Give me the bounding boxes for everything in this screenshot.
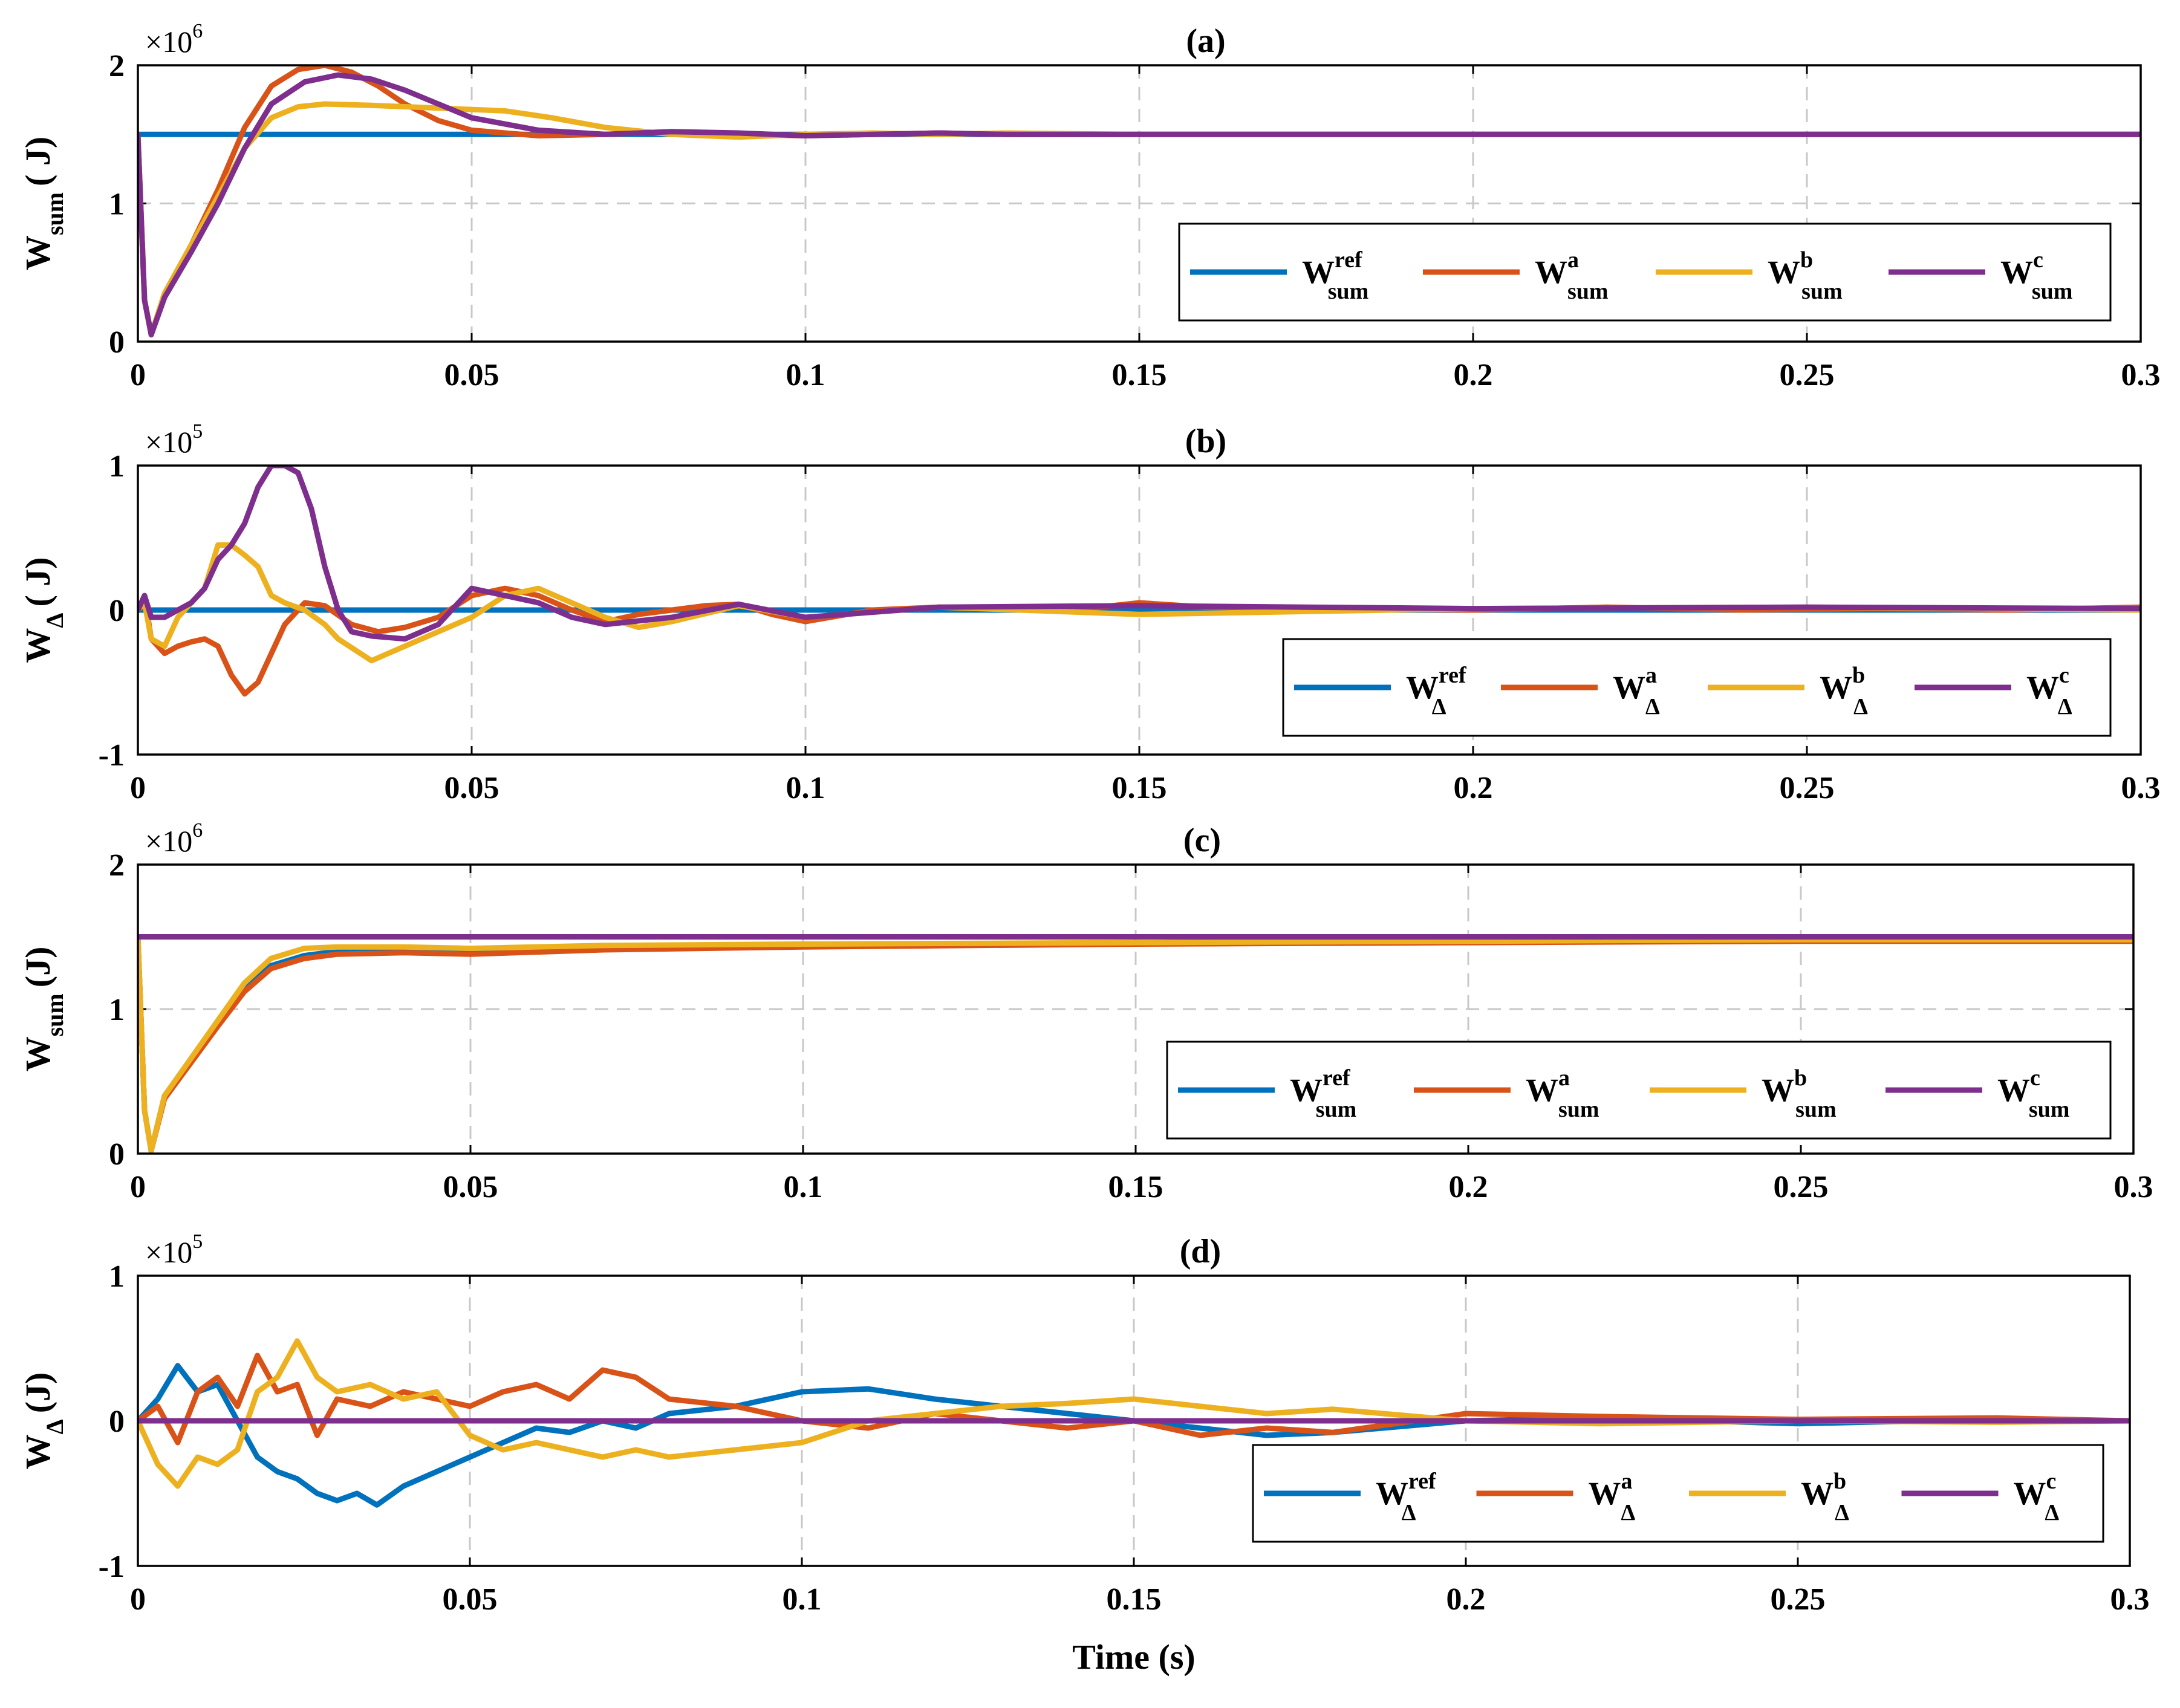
x-tick-label: 0.1 [783,1582,822,1617]
x-tick-label: 0.15 [1112,358,1167,392]
panel-2: 0 0.05 0.1 0.15 0.2 0.25 0.3 0 1 2 (c) ×106 Wsum(J) W… [18,819,2153,1204]
x-tick-label: 0.2 [1449,1170,1488,1204]
x-tick-label: 0.1 [786,771,825,805]
y-tick-label: 0 [109,325,125,360]
series-line-c [138,72,2141,338]
x-axis-label: Time (s) [1072,1637,1196,1677]
legend: Wref Δ Wa Δ Wb Δ Wc Δ [1252,1444,2104,1543]
legend-label: Wb Δ [1820,663,1868,719]
y-axis-label: WΔ( J) [18,557,68,663]
x-tick-label: 0.05 [444,771,499,805]
legend-label: Wa sum [1535,247,1609,304]
x-tick-label: 0.15 [1112,771,1167,805]
y-axis-label: WΔ(J) [18,1372,68,1470]
legend-label: Wa Δ [1589,1469,1636,1525]
y-multiplier: ×106 [145,20,203,59]
x-tick-label: 0.25 [1780,358,1835,392]
x-tick-label: 0.2 [1446,1582,1486,1617]
x-tick-label: 0.15 [1107,1582,1162,1617]
legend-label: Wref Δ [1376,1469,1437,1525]
y-tick-label: 0 [109,1404,125,1439]
y-axis-label: Wsum( J) [18,137,68,270]
y-tick-label: 1 [109,1259,125,1294]
series-line-b [138,934,2133,1154]
legend-label: Wref sum [1290,1065,1356,1122]
series-line-ref [138,1363,2130,1508]
legend-label: Wc Δ [2014,1469,2060,1525]
x-tick-label: 0.05 [443,1582,498,1617]
legend-label: Wb sum [1762,1065,1837,1122]
series-line-b [138,1338,2130,1489]
legend-label: Wb sum [1768,247,1843,304]
legend: Wref sum Wa sum Wb sum Wc sum [1178,222,2112,322]
y-tick-label: 2 [109,848,125,883]
axes-frame [137,1275,2131,1567]
x-tick-label: 0 [130,358,146,392]
legend-label: Wref Δ [1406,663,1467,719]
y-tick-label: 1 [109,449,125,484]
y-tick-label: 2 [109,49,125,83]
x-tick-label: 0.3 [2121,358,2161,392]
axes-frame [137,863,2135,1155]
panel-0: 0 0.05 0.1 0.15 0.2 0.25 0.3 0 1 2 (a) ×106 Wsum( J)… [18,20,2161,392]
x-tick-label: 0.1 [784,1170,823,1204]
x-tick-label: 0.15 [1108,1170,1163,1204]
x-tick-label: 0.3 [2110,1582,2150,1617]
x-tick-label: 0 [130,1582,146,1617]
legend-label: Wa sum [1526,1065,1599,1122]
axes-frame [137,464,2142,756]
panel-3: 0 0.05 0.1 0.15 0.2 0.25 0.3-101(d)×105WΔ(J)Wr… [18,1230,2150,1617]
series-line-c [138,466,2141,642]
y-tick-label: 0 [109,1137,125,1172]
x-tick-label: 0.2 [1454,771,1493,805]
legend-label: Wb Δ [1801,1469,1849,1525]
panel-title: (c) [1183,822,1221,859]
x-tick-label: 0 [130,771,146,805]
y-axis-label: Wsum(J) [18,947,68,1072]
y-multiplier: ×106 [145,819,203,858]
x-tick-label: 0.3 [2114,1170,2153,1204]
x-tick-label: 0.3 [2121,771,2161,805]
x-tick-label: 0.1 [786,358,825,392]
x-tick-label: 0 [130,1170,146,1204]
legend-label: Wc Δ [2026,663,2072,719]
series-line-a [138,1352,2130,1446]
x-tick-label: 0.25 [1780,771,1835,805]
legend: Wref sum Wa sum Wb sum Wc sum [1166,1041,2112,1140]
legend-label: Wa Δ [1613,663,1660,719]
y-multiplier: ×105 [145,1230,203,1269]
y-tick-label: 0 [109,594,125,628]
panel-title: (d) [1180,1233,1221,1270]
x-tick-label: 0.2 [1454,358,1493,392]
legend-label: Wref sum [1302,247,1368,304]
y-multiplier: ×105 [145,420,203,459]
y-tick-label: -1 [99,1550,125,1584]
panel-title: (b) [1185,423,1226,460]
x-tick-label: 0.25 [1771,1582,1826,1617]
y-tick-label: 1 [109,187,125,222]
legend: Wref Δ Wa Δ Wb Δ Wc Δ [1282,638,2112,737]
legend-label: Wc sum [2000,247,2072,304]
y-tick-label: -1 [99,738,125,773]
panel-title: (a) [1186,22,1225,60]
x-tick-label: 0.05 [443,1170,498,1204]
x-tick-label: 0.25 [1774,1170,1829,1204]
y-tick-label: 1 [109,993,125,1027]
legend-label: Wc sum [1997,1065,2069,1122]
axes-frame [137,64,2142,343]
x-tick-label: 0.05 [444,358,499,392]
